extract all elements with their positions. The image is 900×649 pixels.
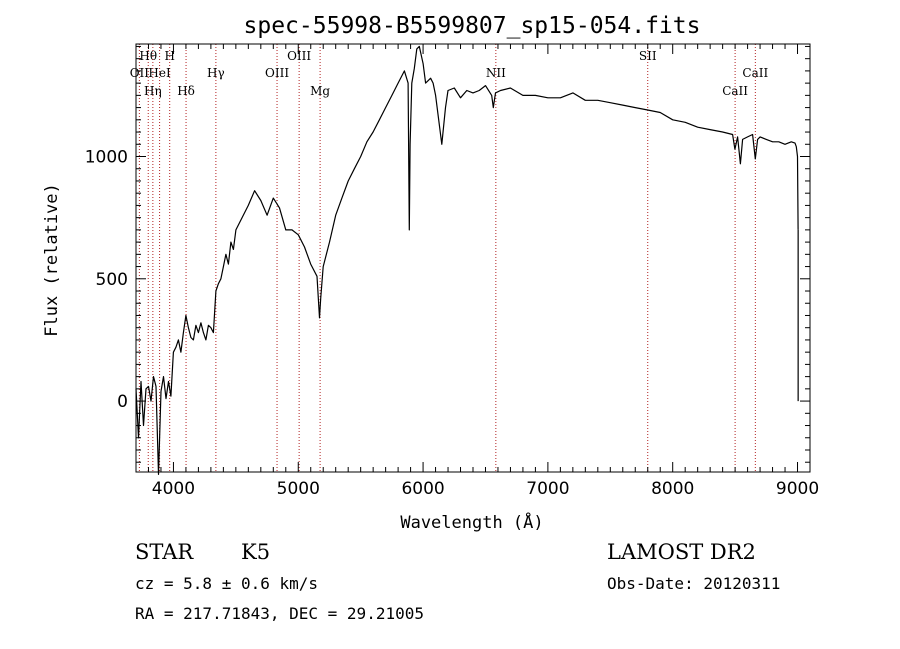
spectral-line-label: OIII [265,66,289,80]
spectral-line-label: OIII [287,49,311,63]
y-axis-label: Flux (relative) [42,183,62,337]
subclass: K5 [241,540,271,564]
obs-date: Obs-Date: 20120311 [607,574,781,593]
x-tick-label: 9000 [776,479,819,499]
spectral-line-label: Hδ [177,84,195,98]
coordinates: RA = 217.71843, DEC = 29.21005 [135,604,424,623]
spectral-line-label: CaII [742,66,768,80]
chart-title: spec-55998-B5599807_sp15-054.fits [244,13,701,39]
survey-name: LAMOST DR2 [607,540,756,564]
spectral-line-label: Mg [310,84,330,98]
spectrum-line [135,45,799,475]
y-tick-label: 0 [117,392,128,412]
x-tick-label: 5000 [277,479,320,499]
x-axis-label: Wavelength (Å) [400,511,543,533]
spectral-line-label: Hγ [207,66,225,80]
x-tick-label: 6000 [401,479,444,499]
spectral-line-label: CaII [722,84,748,98]
x-tick-label: 4000 [152,479,195,499]
x-tick-label: 8000 [651,479,694,499]
object-class: STAR [135,540,194,564]
spectral-line-label: Hη [144,84,162,98]
spectral-line-label: OII [130,66,150,80]
spectral-line-label: SII [639,49,657,63]
spectral-line-label: NII [486,66,506,80]
plot-area: Hθ H OII HeI Hγ OIII OIII NII SII CaII Hη Hδ Mg CaII 4… [85,43,819,499]
y-tick-label: 1000 [85,148,128,168]
redshift-cz: cz = 5.8 ± 0.6 km/s [135,574,319,593]
y-tick-label: 500 [96,270,128,290]
spectral-line-label: H [164,49,174,63]
plot-frame [135,43,811,473]
spectral-line-label: Hθ [139,49,157,63]
spectral-line-label: HeI [148,66,171,80]
x-tick-label: 7000 [526,479,569,499]
